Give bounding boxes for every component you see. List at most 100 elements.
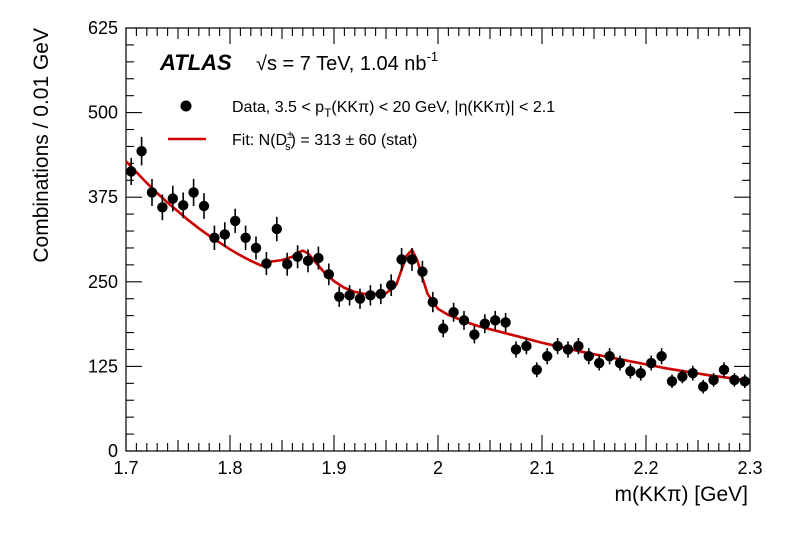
data-point [531,362,542,378]
data-point [635,365,646,381]
data-marker [126,166,137,177]
data-point [542,348,553,365]
y-axis-title: Combinations / 0.01 GeV [30,28,53,263]
data-point [178,192,189,219]
data-point [677,369,688,384]
y-tick-label: 0 [108,441,118,461]
data-point [386,274,397,297]
data-marker [490,315,501,326]
data-point [666,374,678,389]
data-point [583,348,594,365]
data-marker [458,315,470,326]
data-point [656,348,667,365]
data-point [479,314,490,334]
data-point [469,325,480,344]
data-point [739,374,750,389]
data-marker [562,344,574,355]
data-marker [157,202,168,213]
data-marker [427,296,438,308]
data-marker [146,187,158,198]
x-tick-label: 1.9 [321,458,346,478]
data-point [365,285,376,306]
data-point [458,310,470,330]
data-marker [178,200,189,211]
data-marker [292,251,303,262]
data-marker [531,364,542,375]
legend-fit-label: Fit: N(D± s) = 313 ± 60 (stat) [232,129,417,153]
data-point [167,185,178,212]
data-marker [542,351,553,362]
y-tick-label: 625 [88,18,118,38]
x-tick-label: 2.1 [529,458,554,478]
data-point [708,373,719,387]
data-marker [219,229,230,240]
data-point [417,260,428,283]
y-tick-label: 375 [88,187,118,207]
data-marker [656,351,667,362]
data-marker [417,266,428,277]
data-marker [646,357,657,369]
data-point [490,310,501,330]
data-point [438,319,449,338]
data-point [718,362,730,378]
data-marker [282,259,293,270]
data-marker [406,254,418,265]
x-tick-label: 2.3 [737,458,762,478]
data-marker [677,371,688,382]
data-marker [438,323,449,334]
data-point [604,348,615,365]
data-marker [230,215,241,227]
data-point [271,216,282,242]
data-marker [521,340,532,352]
data-point [427,291,438,313]
x-axis-ticks: 1.7 1.8 1.9 2 2.1 2.2 2.3 [113,28,763,478]
data-marker [635,367,646,379]
data-marker [198,200,210,212]
data-point [614,355,626,371]
data-point [302,249,314,273]
data-marker [594,357,605,369]
y-tick-label: 250 [88,272,118,292]
data-points [126,136,750,394]
data-marker [718,364,730,375]
data-point [448,302,459,322]
data-point [500,312,511,332]
data-point [146,178,158,206]
data-marker [188,187,199,198]
data-marker [334,291,345,302]
data-point [521,337,532,355]
data-marker [313,252,324,264]
data-point [209,225,220,250]
data-marker [448,307,459,318]
data-point [510,341,522,358]
data-marker [573,340,584,352]
data-point [313,246,324,270]
legend-data-marker [180,100,192,112]
data-point [334,286,345,307]
data-marker [375,288,386,300]
data-point [573,337,584,355]
experiment-label: ATLAS [159,50,232,75]
data-point [230,208,241,234]
data-point [323,263,334,286]
data-point [729,373,740,387]
data-point [625,363,636,379]
data-marker [469,329,480,340]
y-tick-label: 125 [88,356,118,376]
y-tick-label: 500 [88,103,118,123]
data-point [282,252,293,276]
data-point [375,283,386,305]
data-marker [510,344,522,355]
data-marker [500,317,511,328]
x-tick-label: 1.8 [217,458,242,478]
data-point [219,222,230,247]
data-point [157,194,168,221]
data-marker [209,232,220,244]
data-point [240,225,251,250]
data-point [687,365,698,381]
data-marker [729,374,740,386]
data-point [552,337,563,355]
data-marker [666,376,678,387]
energy-label: √s = 7 TeV, 1.04 nb-1 [256,49,438,75]
